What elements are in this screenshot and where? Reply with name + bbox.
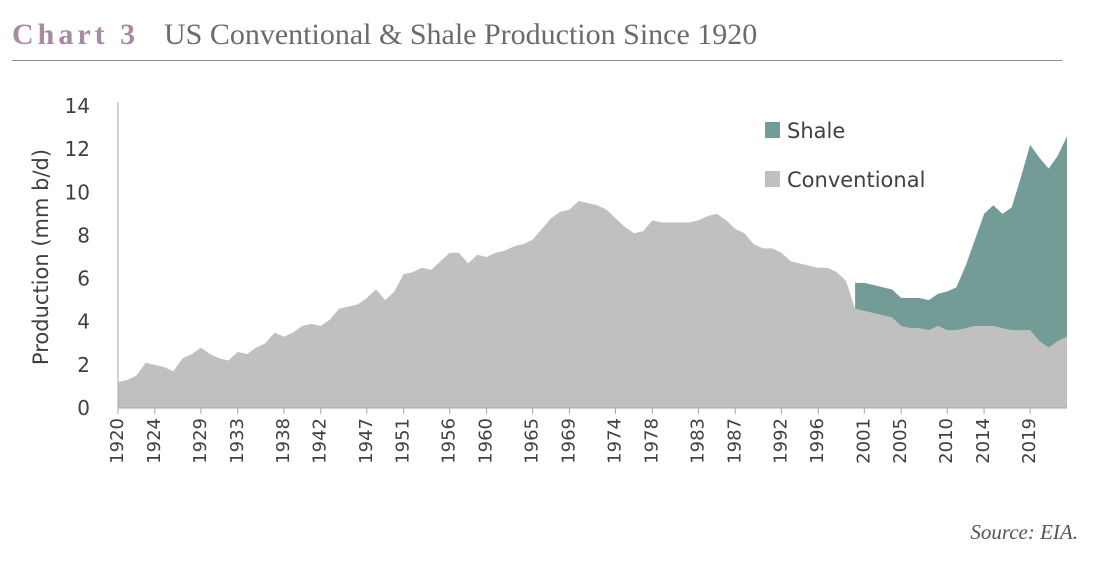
y-tick-label: 14: [65, 94, 90, 118]
x-tick-label: 1969: [558, 418, 579, 464]
y-tick-label: 0: [77, 396, 90, 420]
y-tick-label: 10: [65, 180, 90, 204]
x-tick-label: 1933: [227, 418, 248, 464]
x-tick-label: 1920: [107, 418, 128, 464]
x-tick-label: 2014: [973, 418, 994, 464]
chart-title: US Conventional & Shale Production Since…: [164, 18, 758, 51]
legend-label-shale: Shale: [787, 119, 845, 143]
x-tick-label: 1983: [687, 418, 708, 464]
x-tick-label: 1996: [807, 418, 828, 464]
legend-swatch-conventional: [765, 171, 780, 187]
x-tick-label: 1956: [439, 418, 460, 464]
y-tick-label: 4: [77, 310, 90, 334]
chart-header: Chart 3 US Conventional & Shale Producti…: [12, 8, 1062, 61]
x-tick-label: 1947: [356, 418, 377, 464]
x-tick-label: 1965: [522, 418, 543, 464]
x-tick-label: 1974: [605, 418, 626, 464]
shale-area: [855, 136, 1067, 348]
source-note: Source: EIA.: [970, 520, 1078, 544]
conventional-area: [118, 200, 1067, 408]
x-tick-label: 2005: [890, 418, 911, 464]
x-tick-label: 1938: [273, 418, 294, 464]
y-tick-label: 6: [77, 267, 90, 291]
x-tick-label: 1942: [310, 418, 331, 464]
x-tick-label: 1960: [476, 418, 497, 464]
x-tick-label: 2019: [1019, 418, 1040, 464]
x-tick-label: 1924: [144, 418, 165, 464]
x-tick-label: 1929: [190, 418, 211, 464]
x-tick-label: 1978: [641, 418, 662, 464]
y-tick-label: 12: [65, 137, 90, 161]
y-tick-label: 2: [77, 353, 90, 377]
y-tick-label: 8: [77, 223, 90, 247]
x-tick-label: 1992: [770, 418, 791, 464]
x-tick-label: 2010: [936, 418, 957, 464]
x-tick-label: 2001: [853, 418, 874, 464]
legend-swatch-shale: [765, 122, 780, 138]
legend-label-conventional: Conventional: [787, 168, 925, 192]
chart-number-label: Chart 3: [12, 18, 140, 51]
y-axis-label: Production (mm b/d): [29, 149, 53, 365]
x-tick-label: 1987: [724, 418, 745, 464]
x-tick-label: 1951: [393, 418, 414, 464]
